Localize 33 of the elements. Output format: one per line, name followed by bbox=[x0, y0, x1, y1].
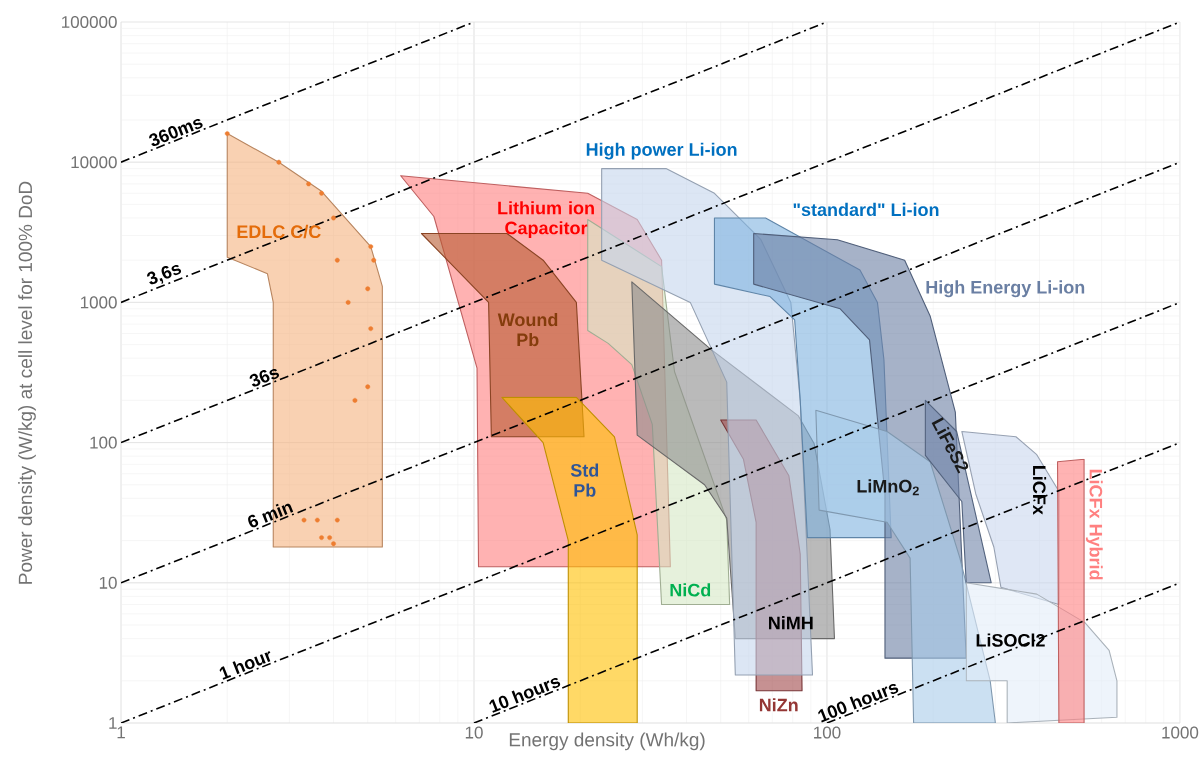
series-label: NiCd bbox=[670, 583, 711, 597]
text: 100 hours bbox=[818, 683, 899, 723]
series-label: "standard" Li-ion bbox=[793, 202, 939, 217]
y-tick-label: 1000 bbox=[80, 296, 117, 309]
text: 3,6s bbox=[147, 264, 182, 285]
text: 36s bbox=[249, 369, 280, 387]
series-label: NiMH bbox=[769, 616, 813, 630]
series-label: LiCFx bbox=[1032, 466, 1047, 515]
text: 10 hours bbox=[489, 677, 561, 713]
series-label: EDLC C/C bbox=[237, 224, 321, 239]
y-tick-label: 10000 bbox=[71, 156, 117, 169]
x-tick-label: 1 bbox=[117, 726, 125, 739]
y-tick-label: 10 bbox=[99, 576, 117, 589]
y-tick-label: 100 bbox=[90, 436, 117, 449]
text: 6 min bbox=[248, 503, 294, 528]
x-axis-title: Energy density (Wh/kg) bbox=[509, 732, 705, 751]
series-label: High power Li-ion bbox=[586, 142, 737, 160]
series-label: LiSOCl2 bbox=[976, 633, 1045, 647]
x-tick-label: 100 bbox=[814, 726, 841, 739]
text: LiCFx Hybrid bbox=[1085, 469, 1103, 580]
y-axis-title: Power density (W/kg) at cell level for 100% DoD bbox=[18, 181, 36, 584]
text: 360ms bbox=[149, 118, 203, 147]
series-label: Wound Pb bbox=[497, 312, 558, 347]
y-tick-label: 1 bbox=[109, 717, 117, 729]
y-tick-label: 100000 bbox=[62, 15, 117, 29]
series-label: High Energy Li-ion bbox=[926, 280, 1085, 298]
x-tick-label: 10 bbox=[465, 726, 483, 739]
series-label: Std Pb bbox=[570, 463, 599, 497]
text: 1 hour bbox=[219, 651, 271, 680]
series-label: Lithium ion Capacitor bbox=[498, 201, 594, 238]
x-tick-label: 1000 bbox=[1162, 726, 1199, 739]
series-label: LiMnO$_{2}$ bbox=[857, 479, 919, 496]
series-label: NiZn bbox=[759, 698, 798, 712]
